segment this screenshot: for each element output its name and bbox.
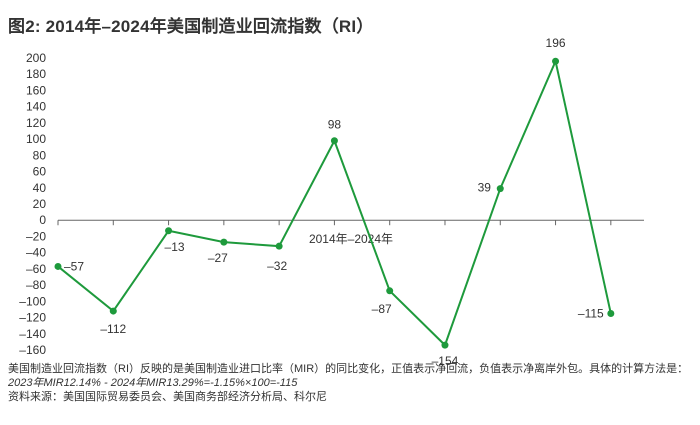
x-axis-ticks	[57, 220, 612, 226]
y-tick-label: –160	[19, 343, 46, 357]
y-axis: 200180160140120100806040200–20–40–60–80–…	[19, 51, 46, 357]
data-point	[165, 227, 173, 235]
note-definition: 美国制造业回流指数（RI）反映的是美国制造业进口比率（MIR）的同比变化，正值表…	[8, 363, 689, 375]
note-formula: 2023年MIR12.14% - 2024年MIR13.29%=-1.15%×1…	[8, 377, 298, 389]
x-axis-label: 2014年–2024年	[309, 232, 393, 246]
data-label: –13	[165, 240, 185, 254]
y-tick-label: 160	[26, 83, 46, 97]
y-tick-label: 60	[33, 165, 47, 179]
note-source: 资料来源：美国国际贸易委员会、美国商务部经济分析局、科尔尼	[8, 391, 327, 403]
data-point	[220, 238, 228, 246]
y-tick-label: 20	[33, 197, 47, 211]
y-tick-label: 80	[33, 148, 47, 162]
y-tick-label: 200	[26, 51, 46, 65]
y-tick-label: –40	[26, 246, 46, 260]
data-point	[386, 287, 394, 295]
data-label: 39	[478, 181, 492, 195]
y-tick-label: 120	[26, 116, 46, 130]
data-point	[330, 137, 338, 145]
y-tick-label: 40	[33, 181, 47, 195]
y-tick-label: 100	[26, 132, 46, 146]
data-point	[54, 262, 62, 270]
data-label: –32	[267, 259, 287, 273]
data-label: –112	[100, 322, 126, 336]
y-tick-label: –20	[26, 229, 46, 243]
y-tick-label: –100	[19, 294, 46, 308]
y-tick-label: 0	[39, 213, 46, 227]
data-labels: –57 –112 –13 –27 –32 98 –87 –154 39 196 –115	[64, 36, 604, 368]
data-label: 98	[328, 118, 342, 132]
chart-title: 图2: 2014年–2024年美国制造业回流指数（RI）	[8, 17, 374, 36]
data-label: –57	[64, 259, 84, 273]
data-points	[54, 57, 615, 349]
data-point	[441, 341, 449, 349]
y-tick-label: 180	[26, 67, 46, 81]
footnotes: 美国制造业回流指数（RI）反映的是美国制造业进口比率（MIR）的同比变化，正值表…	[8, 362, 698, 404]
data-point	[109, 307, 117, 315]
data-label: –27	[208, 251, 228, 265]
data-point	[496, 185, 504, 193]
y-tick-label: –60	[26, 262, 46, 276]
y-tick-label: –120	[19, 311, 46, 325]
data-point	[275, 242, 283, 250]
data-point	[607, 310, 615, 317]
data-label: –154	[432, 354, 459, 368]
data-label: –87	[372, 302, 392, 316]
y-tick-label: –140	[19, 327, 46, 341]
y-tick-label: 140	[26, 100, 46, 114]
data-label: –115	[578, 307, 604, 321]
series-line	[57, 58, 612, 347]
data-label: 196	[546, 36, 566, 50]
data-point	[552, 57, 560, 65]
y-tick-label: –80	[26, 278, 46, 292]
